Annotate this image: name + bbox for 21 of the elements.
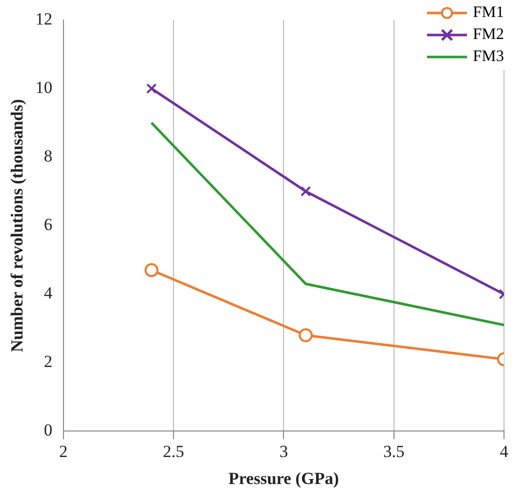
x-tick-label: 2.5 <box>162 442 184 461</box>
y-tick-label: 12 <box>35 9 52 28</box>
y-tick-label: 4 <box>44 284 53 303</box>
x-tick-label: 2 <box>59 442 68 461</box>
x-tick-label: 4 <box>500 442 509 461</box>
x-axis-title: Pressure (GPa) <box>228 469 339 488</box>
legend-label: FM1 <box>472 4 504 22</box>
y-tick-label: 6 <box>44 215 52 234</box>
point <box>298 328 313 342</box>
point <box>146 83 157 94</box>
legend-label: FM3 <box>472 48 504 66</box>
y-tick-label: 0 <box>44 420 52 440</box>
y-tick-label: 10 <box>35 78 52 97</box>
legend-label: FM2 <box>472 26 504 44</box>
point <box>300 186 311 197</box>
y-tick-label: 8 <box>44 146 52 166</box>
y-tick-label: 2 <box>44 352 52 372</box>
x-tick-label: 3.5 <box>383 442 404 461</box>
point <box>144 263 159 278</box>
x-tick-label: 3 <box>279 442 288 461</box>
y-axis-title: Number of revolutions (thousands) <box>8 99 27 352</box>
